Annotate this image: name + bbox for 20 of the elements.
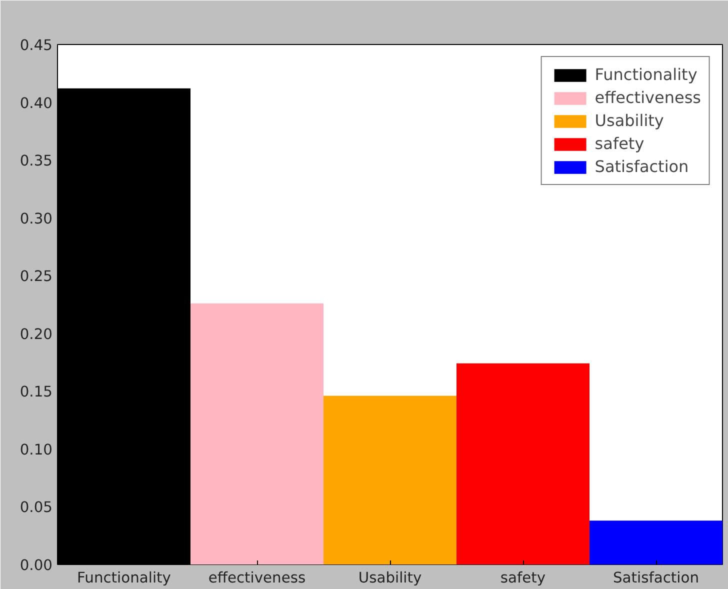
y-tick-label: 0.25 bbox=[20, 268, 53, 286]
y-tick-label: 0.40 bbox=[20, 94, 53, 112]
x-tick-label: Satisfaction bbox=[612, 570, 700, 586]
y-tick-label: 0.30 bbox=[20, 210, 53, 228]
x-tick-label: effectiveness bbox=[208, 570, 306, 586]
y-tick-label: 0.35 bbox=[20, 152, 53, 170]
legend-label: Usability bbox=[594, 111, 664, 130]
y-tick-label: 0.20 bbox=[20, 326, 53, 343]
y-tick-label: 0.00 bbox=[20, 557, 53, 574]
y-tick-label: 0.10 bbox=[20, 441, 53, 458]
y-tick-label: 0.45 bbox=[20, 37, 53, 54]
legend-label: Satisfaction bbox=[594, 157, 689, 176]
y-tick-label: 0.05 bbox=[20, 499, 53, 516]
x-tick-label: Usability bbox=[358, 570, 422, 586]
x-tick-label: safety bbox=[500, 570, 546, 586]
y-tick-label: 0.15 bbox=[20, 384, 53, 401]
legend-label: safety bbox=[594, 134, 644, 153]
legend-label: effectiveness bbox=[594, 88, 701, 107]
legend-label: Functionality bbox=[594, 65, 698, 84]
x-tick-label: Functionality bbox=[77, 570, 172, 586]
